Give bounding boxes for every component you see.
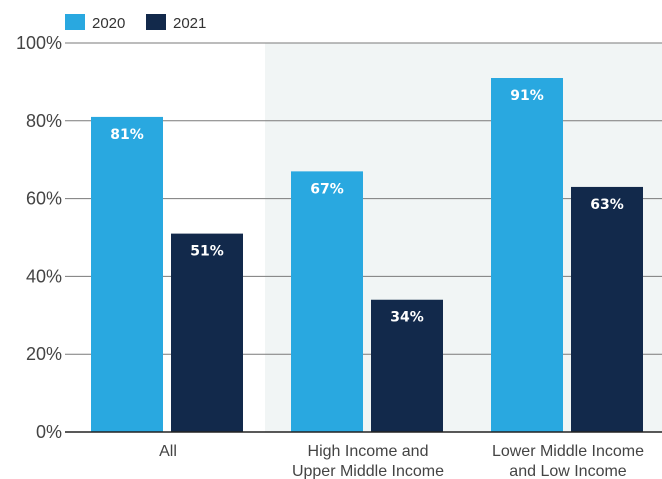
data-labels: 81% 51% 67% 34% 91% 63% <box>110 88 624 326</box>
data-label: 81% <box>110 127 144 143</box>
legend-swatch-2021 <box>146 14 166 30</box>
y-tick-label: 0% <box>36 422 62 442</box>
x-category-label: High Income and <box>308 443 429 460</box>
legend-label: 2021 <box>173 15 206 32</box>
bar-2021-2 <box>571 186 643 432</box>
bar-2020-2 <box>491 78 563 432</box>
legend-label: 2020 <box>92 15 125 32</box>
data-label: 63% <box>590 197 624 213</box>
y-tick-label: 100% <box>16 33 62 53</box>
y-tick-label: 20% <box>26 344 62 364</box>
y-tick-label: 40% <box>26 266 62 286</box>
bar-2021-0 <box>171 233 243 432</box>
data-label: 34% <box>390 310 424 326</box>
data-label: 91% <box>510 88 544 104</box>
x-category-label: Upper Middle Income <box>292 463 444 479</box>
data-label: 51% <box>190 244 224 260</box>
x-category-label: and Low Income <box>509 463 627 479</box>
axes: 0% 20% 40% 60% 80% 100% All High Income and Uppe… <box>16 33 662 479</box>
data-label: 67% <box>310 181 344 197</box>
bar-2020-1 <box>291 171 363 432</box>
y-tick-label: 80% <box>26 111 62 131</box>
x-category-label: All <box>159 443 177 460</box>
y-tick-label: 60% <box>26 189 62 209</box>
legend: 2020 2021 <box>65 14 206 32</box>
bars <box>91 78 643 432</box>
bar-2020-0 <box>91 116 163 432</box>
bar-2021-1 <box>371 299 443 432</box>
x-category-label: Lower Middle Income <box>492 443 644 460</box>
legend-swatch-2020 <box>65 14 85 30</box>
